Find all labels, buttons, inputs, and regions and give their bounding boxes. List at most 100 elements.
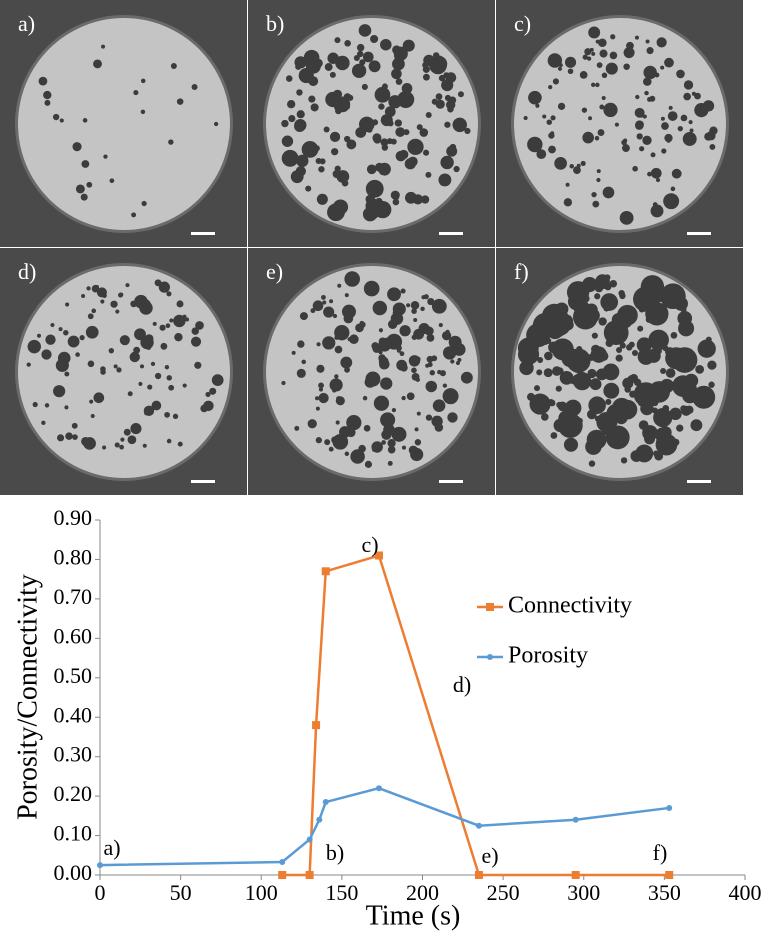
pore <box>639 146 645 152</box>
pore <box>182 383 187 388</box>
pore <box>447 105 454 113</box>
pore <box>346 415 362 431</box>
pore <box>689 128 694 133</box>
pore <box>595 371 602 378</box>
pore <box>113 364 118 369</box>
pore <box>332 89 343 99</box>
pore <box>623 63 630 70</box>
pore <box>329 71 336 78</box>
pore <box>395 78 403 85</box>
annotation: a) <box>103 835 120 860</box>
pore <box>545 337 552 344</box>
pore <box>281 380 286 386</box>
pore <box>544 351 553 361</box>
pore <box>705 336 712 343</box>
pore <box>622 144 630 153</box>
pore <box>294 425 300 431</box>
pore <box>573 166 581 175</box>
pore <box>661 148 667 154</box>
pore <box>591 332 598 339</box>
marker <box>666 804 673 811</box>
pore <box>372 119 379 126</box>
pore <box>365 194 375 204</box>
pore <box>130 423 142 435</box>
pore <box>305 58 321 74</box>
pore <box>143 405 155 417</box>
pore <box>615 354 623 362</box>
pore <box>139 364 145 369</box>
pore <box>399 351 405 357</box>
pore <box>381 429 392 440</box>
pore <box>426 334 435 342</box>
pore <box>702 100 715 112</box>
pore <box>531 323 543 335</box>
y-tick-label: 0.00 <box>54 860 93 885</box>
pore <box>546 322 564 340</box>
pore <box>93 59 102 69</box>
pore <box>598 38 607 48</box>
pore <box>50 322 55 328</box>
pore <box>297 340 305 348</box>
marker <box>571 871 580 879</box>
pore <box>572 372 592 391</box>
pore <box>87 313 94 320</box>
pore <box>67 335 80 348</box>
pore <box>650 167 662 179</box>
pore <box>690 419 703 432</box>
pore <box>344 103 351 110</box>
pore <box>134 328 146 341</box>
marker <box>278 871 287 879</box>
pore <box>129 351 140 363</box>
image-panel: a) <box>0 0 247 247</box>
pore <box>659 378 675 394</box>
pore <box>542 114 547 119</box>
pore <box>411 334 417 340</box>
pore <box>572 304 598 330</box>
pore <box>548 132 555 139</box>
pore <box>194 361 202 369</box>
pore <box>588 116 593 121</box>
pore <box>566 348 591 373</box>
y-tick-label: 0.80 <box>54 544 93 569</box>
pore <box>164 411 170 418</box>
pore <box>412 194 424 205</box>
pore <box>638 306 645 313</box>
pore <box>645 39 650 44</box>
pore <box>670 186 676 192</box>
pore <box>391 68 402 80</box>
pore <box>108 347 115 354</box>
pore <box>559 370 574 385</box>
pore <box>296 110 305 119</box>
pore <box>86 181 93 188</box>
pore <box>591 82 596 88</box>
pore <box>110 300 118 308</box>
pore <box>425 414 433 421</box>
pore <box>650 152 656 158</box>
pore <box>654 427 670 443</box>
pore <box>400 288 406 294</box>
pore <box>372 300 388 316</box>
pore <box>682 132 697 146</box>
pore <box>548 145 556 154</box>
pore <box>80 193 88 201</box>
pore <box>370 34 379 44</box>
pore <box>75 352 80 357</box>
pore <box>211 374 224 387</box>
pore <box>371 441 383 453</box>
pore <box>154 279 162 287</box>
series-line <box>99 786 670 867</box>
pore <box>380 138 389 147</box>
x-tick-label: 100 <box>245 880 278 905</box>
pore <box>566 403 576 412</box>
pore <box>340 356 353 369</box>
pore <box>646 47 654 55</box>
pore <box>581 107 588 113</box>
pore <box>420 306 425 312</box>
pore <box>543 368 553 378</box>
pore <box>605 413 612 420</box>
pore <box>438 323 443 328</box>
y-tick-label: 0.20 <box>54 781 93 806</box>
pore <box>378 337 387 346</box>
pore <box>541 413 549 421</box>
pore <box>415 377 420 382</box>
